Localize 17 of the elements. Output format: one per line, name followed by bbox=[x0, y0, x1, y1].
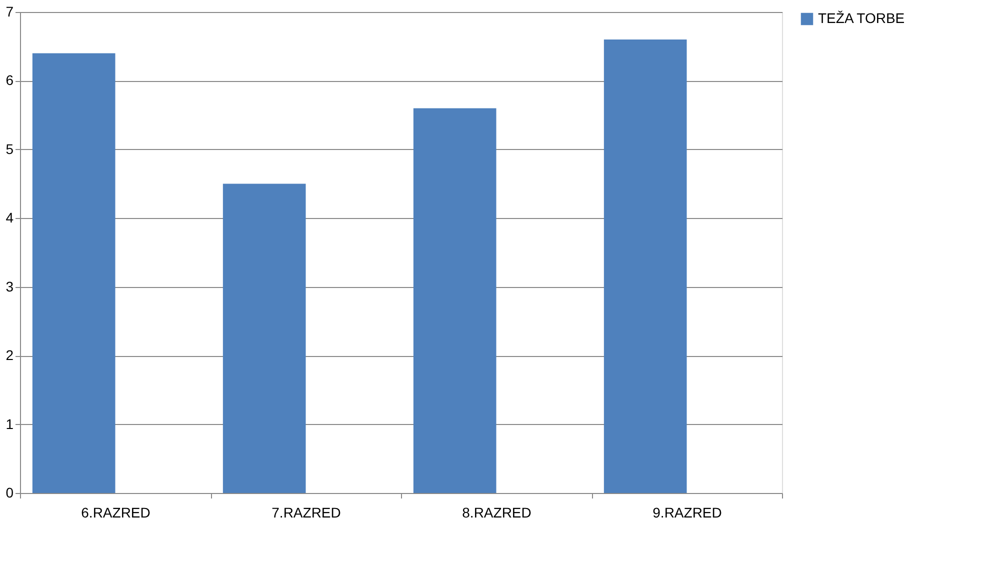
bar bbox=[32, 53, 116, 493]
y-tick-label: 4 bbox=[6, 210, 14, 226]
legend-label: TEŽA TORBE bbox=[818, 10, 905, 26]
bar bbox=[222, 184, 306, 493]
y-tick-label: 5 bbox=[6, 140, 14, 157]
bar bbox=[604, 39, 687, 493]
x-tick-label: 9.RAZRED bbox=[652, 504, 722, 520]
x-tick-label: 7.RAZRED bbox=[272, 504, 341, 520]
y-tick-label: 0 bbox=[6, 484, 14, 500]
bar bbox=[413, 108, 496, 493]
y-tick-label: 2 bbox=[6, 347, 14, 364]
y-tick-label: 7 bbox=[6, 4, 14, 20]
x-tick-label: 6.RAZRED bbox=[81, 504, 150, 520]
x-tick-label: 8.RAZRED bbox=[462, 504, 532, 520]
y-tick-label: 1 bbox=[6, 416, 14, 432]
y-tick-label: 3 bbox=[6, 278, 14, 294]
y-tick-label: 6 bbox=[6, 72, 14, 88]
